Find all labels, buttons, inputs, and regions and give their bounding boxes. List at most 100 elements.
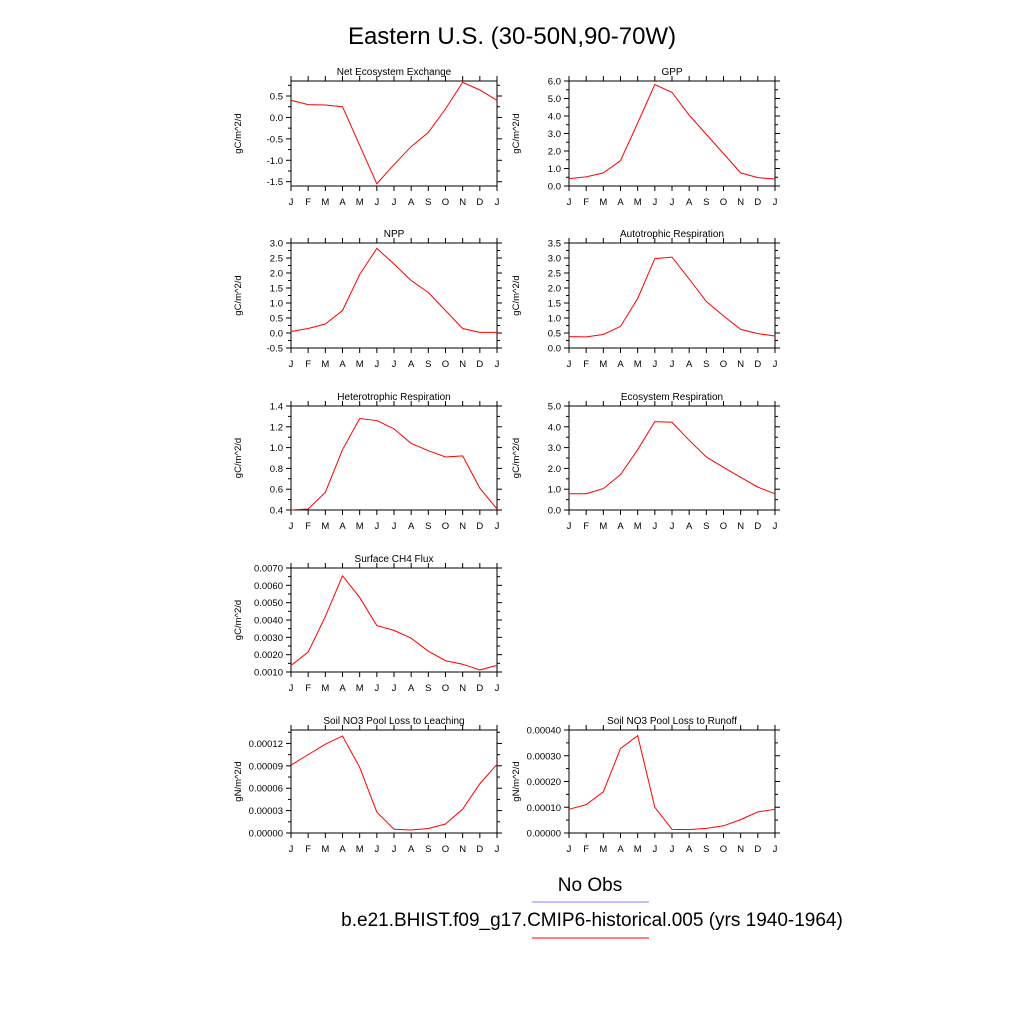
y-tick-label: 0.6 <box>270 485 283 496</box>
y-tick-label: 2.0 <box>548 284 561 295</box>
x-tick-label: A <box>617 844 624 855</box>
plot-frame <box>290 80 498 187</box>
y-tick-label: 2.0 <box>270 269 283 280</box>
x-tick-label: J <box>392 197 397 208</box>
y-tick-label: 3.0 <box>548 129 561 140</box>
y-tick-label: -1.5 <box>267 177 283 188</box>
y-tick-label: 0.0040 <box>254 616 283 627</box>
x-tick-label: M <box>321 359 329 370</box>
x-tick-label: J <box>670 521 675 532</box>
x-tick-label: J <box>374 521 379 532</box>
x-tick-label: J <box>374 197 379 208</box>
plot-frame <box>290 729 498 834</box>
legend: No Obs b.e21.BHIST.f09_g17.CMIP6-histori… <box>341 875 843 939</box>
x-tick-label: S <box>703 844 709 855</box>
x-tick-label: J <box>374 359 379 370</box>
x-tick-label: J <box>289 521 294 532</box>
x-tick-label: A <box>686 844 693 855</box>
x-tick-label: O <box>720 197 727 208</box>
x-tick-label: M <box>356 359 364 370</box>
y-tick-label: -0.5 <box>267 134 283 145</box>
x-tick-label: N <box>737 844 744 855</box>
plot-frame <box>568 405 776 511</box>
x-tick-label: J <box>289 197 294 208</box>
y-tick-label: 1.5 <box>548 299 561 310</box>
panel-title: Autotrophic Respiration <box>620 229 724 240</box>
y-axis-label: gC/m^2/d <box>233 438 244 478</box>
x-tick-label: J <box>670 197 675 208</box>
y-tick-label: 1.0 <box>548 314 561 325</box>
x-tick-label: J <box>374 844 379 855</box>
x-tick-label: D <box>476 359 483 370</box>
x-tick-label: A <box>408 844 415 855</box>
x-tick-label: S <box>703 359 709 370</box>
y-tick-label: 2.0 <box>548 464 561 475</box>
x-tick-label: M <box>356 197 364 208</box>
x-tick-label: A <box>339 844 346 855</box>
y-tick-label: -1.0 <box>267 156 283 167</box>
y-tick-label: 5.0 <box>548 402 561 413</box>
x-tick-label: M <box>356 683 364 694</box>
y-tick-label: 2.0 <box>548 147 561 158</box>
series-line <box>568 256 776 338</box>
y-axis-label: gC/m^2/d <box>233 275 244 315</box>
y-tick-label: 0.00003 <box>249 806 283 817</box>
x-tick-label: J <box>773 197 778 208</box>
y-tick-label: 0.0010 <box>254 668 283 679</box>
x-tick-label: M <box>321 197 329 208</box>
y-tick-label: 1.0 <box>548 485 561 496</box>
x-tick-label: N <box>459 521 466 532</box>
panel-title: GPP <box>661 67 682 78</box>
panel-title: NPP <box>384 229 405 240</box>
x-tick-label: A <box>617 197 624 208</box>
x-tick-label: A <box>408 197 415 208</box>
x-tick-label: A <box>408 683 415 694</box>
legend-label-model: b.e21.BHIST.f09_g17.CMIP6-historical.005… <box>341 910 843 931</box>
x-tick-label: J <box>670 844 675 855</box>
x-tick-label: A <box>617 359 624 370</box>
x-tick-label: F <box>305 197 311 208</box>
y-tick-label: 0.5 <box>270 92 283 103</box>
x-tick-label: M <box>321 521 329 532</box>
x-tick-label: N <box>459 359 466 370</box>
y-tick-label: 1.0 <box>548 164 561 175</box>
y-axis-label: gC/m^2/d <box>233 600 244 640</box>
series-line <box>290 417 498 511</box>
y-tick-label: 0.00006 <box>249 784 283 795</box>
x-tick-label: M <box>356 844 364 855</box>
x-tick-label: J <box>495 197 500 208</box>
y-axis-label: gN/m^2/d <box>233 761 244 801</box>
x-tick-label: M <box>634 521 642 532</box>
x-tick-label: N <box>737 197 744 208</box>
x-tick-label: M <box>634 197 642 208</box>
x-tick-label: M <box>321 844 329 855</box>
y-tick-label: 5.0 <box>548 94 561 105</box>
x-tick-label: F <box>583 844 589 855</box>
y-tick-label: 0.8 <box>270 464 283 475</box>
y-tick-label: 3.0 <box>548 254 561 265</box>
x-tick-label: J <box>495 844 500 855</box>
series-line <box>568 734 776 831</box>
x-tick-label: S <box>703 521 709 532</box>
y-tick-label: 6.0 <box>548 77 561 88</box>
x-tick-label: M <box>599 521 607 532</box>
y-tick-label: 1.0 <box>270 443 283 454</box>
x-tick-label: A <box>408 359 415 370</box>
y-tick-label: 0.0 <box>548 344 561 355</box>
x-tick-label: S <box>703 197 709 208</box>
y-tick-label: 1.0 <box>270 299 283 310</box>
x-tick-label: A <box>339 359 346 370</box>
plot-frame <box>290 405 498 511</box>
y-tick-label: 0.00020 <box>527 777 561 788</box>
x-tick-label: J <box>289 359 294 370</box>
x-tick-label: J <box>392 359 397 370</box>
y-tick-label: 0.5 <box>270 314 283 325</box>
y-axis-label: gN/m^2/d <box>511 761 522 801</box>
y-tick-label: 0.0050 <box>254 598 283 609</box>
